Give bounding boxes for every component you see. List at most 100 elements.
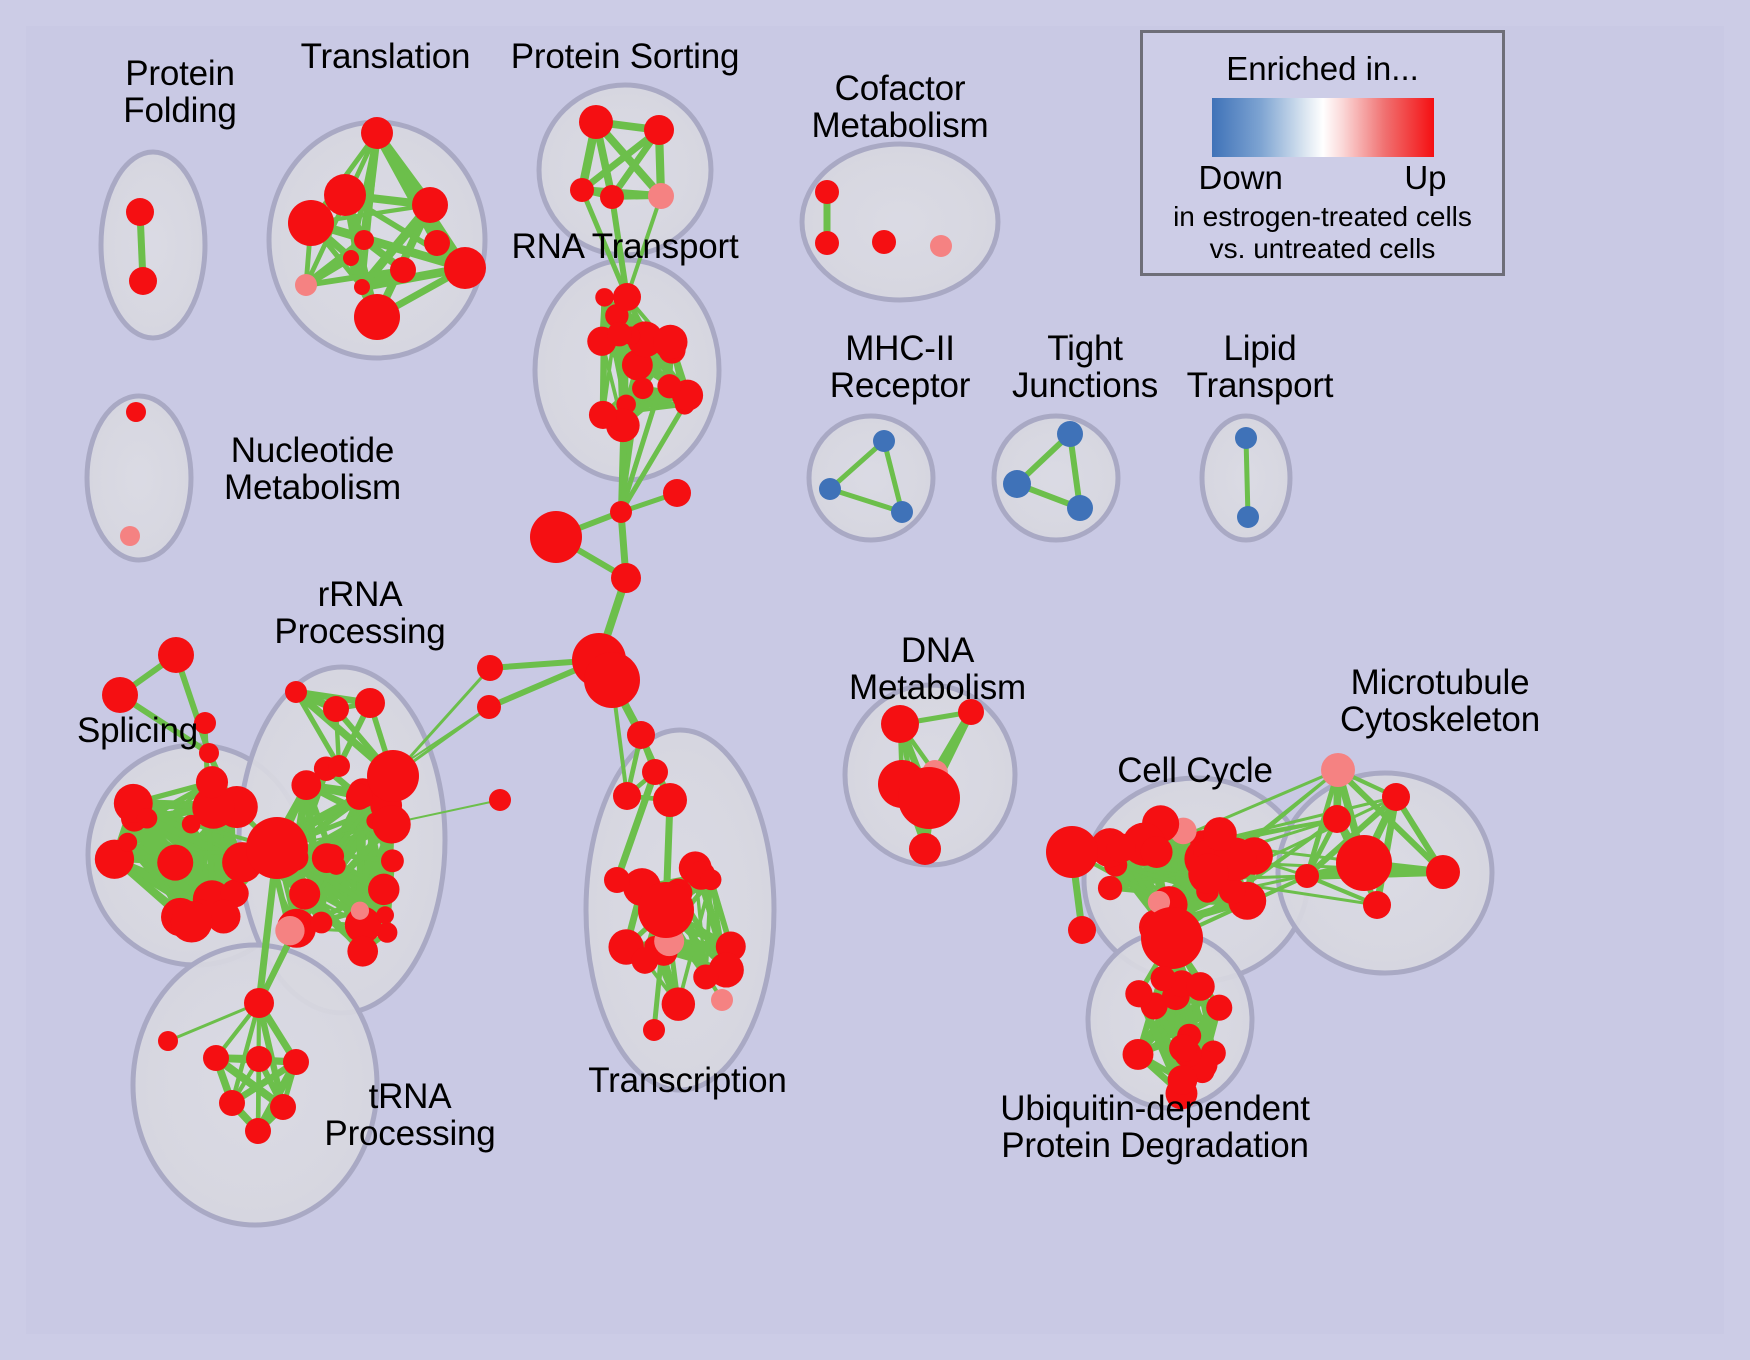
cluster-label-nucleotide-metabolism: Nucleotide Metabolism [224, 431, 401, 508]
network-node [412, 187, 448, 223]
network-node [295, 274, 317, 296]
network-node [693, 964, 719, 990]
network-node [376, 922, 398, 943]
network-node [584, 652, 640, 708]
network-node [1206, 994, 1233, 1021]
network-node [1147, 890, 1171, 914]
network-node [909, 833, 941, 865]
network-edge [703, 877, 713, 979]
network-node [627, 721, 655, 749]
cluster-label-cofactor-metabolism: Cofactor Metabolism [811, 69, 989, 146]
network-node [310, 911, 333, 934]
network-edge [625, 194, 663, 299]
network-node [345, 783, 373, 810]
network-node [372, 805, 411, 844]
network-node [368, 873, 400, 906]
network-node [158, 637, 194, 673]
network-node [819, 478, 841, 500]
network-node [891, 501, 913, 523]
cluster-label-cell-cycle: Cell Cycle [1117, 751, 1273, 790]
network-node [120, 526, 140, 546]
legend-up-label: Up [1404, 159, 1447, 196]
cluster-label-transcription: Transcription [588, 1061, 787, 1100]
network-node [289, 878, 321, 910]
network-node [199, 743, 219, 763]
network-node [1295, 864, 1319, 888]
network-node [610, 501, 632, 523]
network-node [361, 117, 393, 149]
cluster-label-ubiquitin-protein-degradation: Ubiquitin-dependent Protein Degradation [1000, 1089, 1310, 1166]
network-node [194, 712, 216, 734]
network-node [246, 817, 308, 879]
network-node [1202, 817, 1237, 851]
network-node [815, 180, 839, 204]
network-edge [827, 486, 905, 515]
legend-subtitle-line2: vs. untreated cells [1209, 233, 1436, 265]
network-edge [599, 294, 608, 419]
network-node [1141, 907, 1203, 969]
network-node [102, 677, 138, 713]
network-node [275, 916, 305, 946]
network-node [604, 867, 630, 893]
network-node [219, 1090, 245, 1116]
network-node [126, 198, 154, 226]
cluster-label-protein-folding: Protein Folding [123, 54, 237, 131]
network-node [245, 1118, 271, 1144]
network-node [283, 1049, 309, 1075]
network-edge [881, 438, 905, 515]
network-edge [578, 126, 663, 194]
network-node [1067, 495, 1093, 521]
network-node [246, 1046, 272, 1072]
network-node [663, 479, 691, 507]
network-node [355, 688, 385, 718]
node-layer [94, 105, 1460, 1144]
network-node [380, 849, 404, 873]
network-node [328, 755, 350, 777]
network-node [1106, 833, 1136, 863]
network-node [570, 178, 594, 202]
network-node [648, 183, 674, 209]
network-node [192, 786, 235, 829]
network-node [489, 789, 511, 811]
network-node [613, 782, 641, 810]
network-node [1122, 1039, 1154, 1070]
cluster-label-protein-sorting: Protein Sorting [510, 37, 740, 76]
cluster-label-tight-junctions: Tight Junctions [1011, 329, 1159, 406]
network-node [621, 349, 653, 381]
network-node [136, 808, 158, 829]
cluster-label-rna-transport: RNA Transport [511, 227, 739, 266]
network-edge [372, 128, 442, 248]
network-edge [618, 402, 688, 515]
network-node [631, 947, 659, 974]
network-node [1382, 783, 1410, 811]
network-node [270, 1094, 296, 1120]
network-node [1321, 753, 1355, 787]
network-node [1068, 916, 1096, 944]
network-node [1057, 421, 1083, 447]
network-node [632, 377, 654, 400]
network-node [390, 257, 416, 283]
network-node [1323, 805, 1351, 833]
cluster-label-trna-processing: tRNA Processing [324, 1077, 496, 1154]
network-node [642, 759, 668, 785]
network-node [444, 247, 486, 289]
cluster-ellipse-protein-folding [98, 149, 208, 341]
network-node [1046, 826, 1098, 878]
network-node [700, 869, 722, 891]
network-node [354, 279, 370, 295]
network-node [898, 767, 960, 829]
network-node [424, 230, 450, 256]
network-node [354, 294, 400, 340]
legend-down-label: Down [1198, 159, 1283, 196]
network-node [711, 989, 733, 1011]
network-node [126, 402, 146, 422]
network-node [170, 901, 213, 943]
network-node [872, 230, 896, 254]
cluster-ellipse-nucleotide-metabolism [84, 393, 194, 563]
cluster-label-mhc-ii-receptor: MHC-II Receptor [829, 329, 971, 406]
network-node [129, 267, 157, 295]
network-edge [293, 689, 342, 769]
network-node [595, 288, 614, 307]
